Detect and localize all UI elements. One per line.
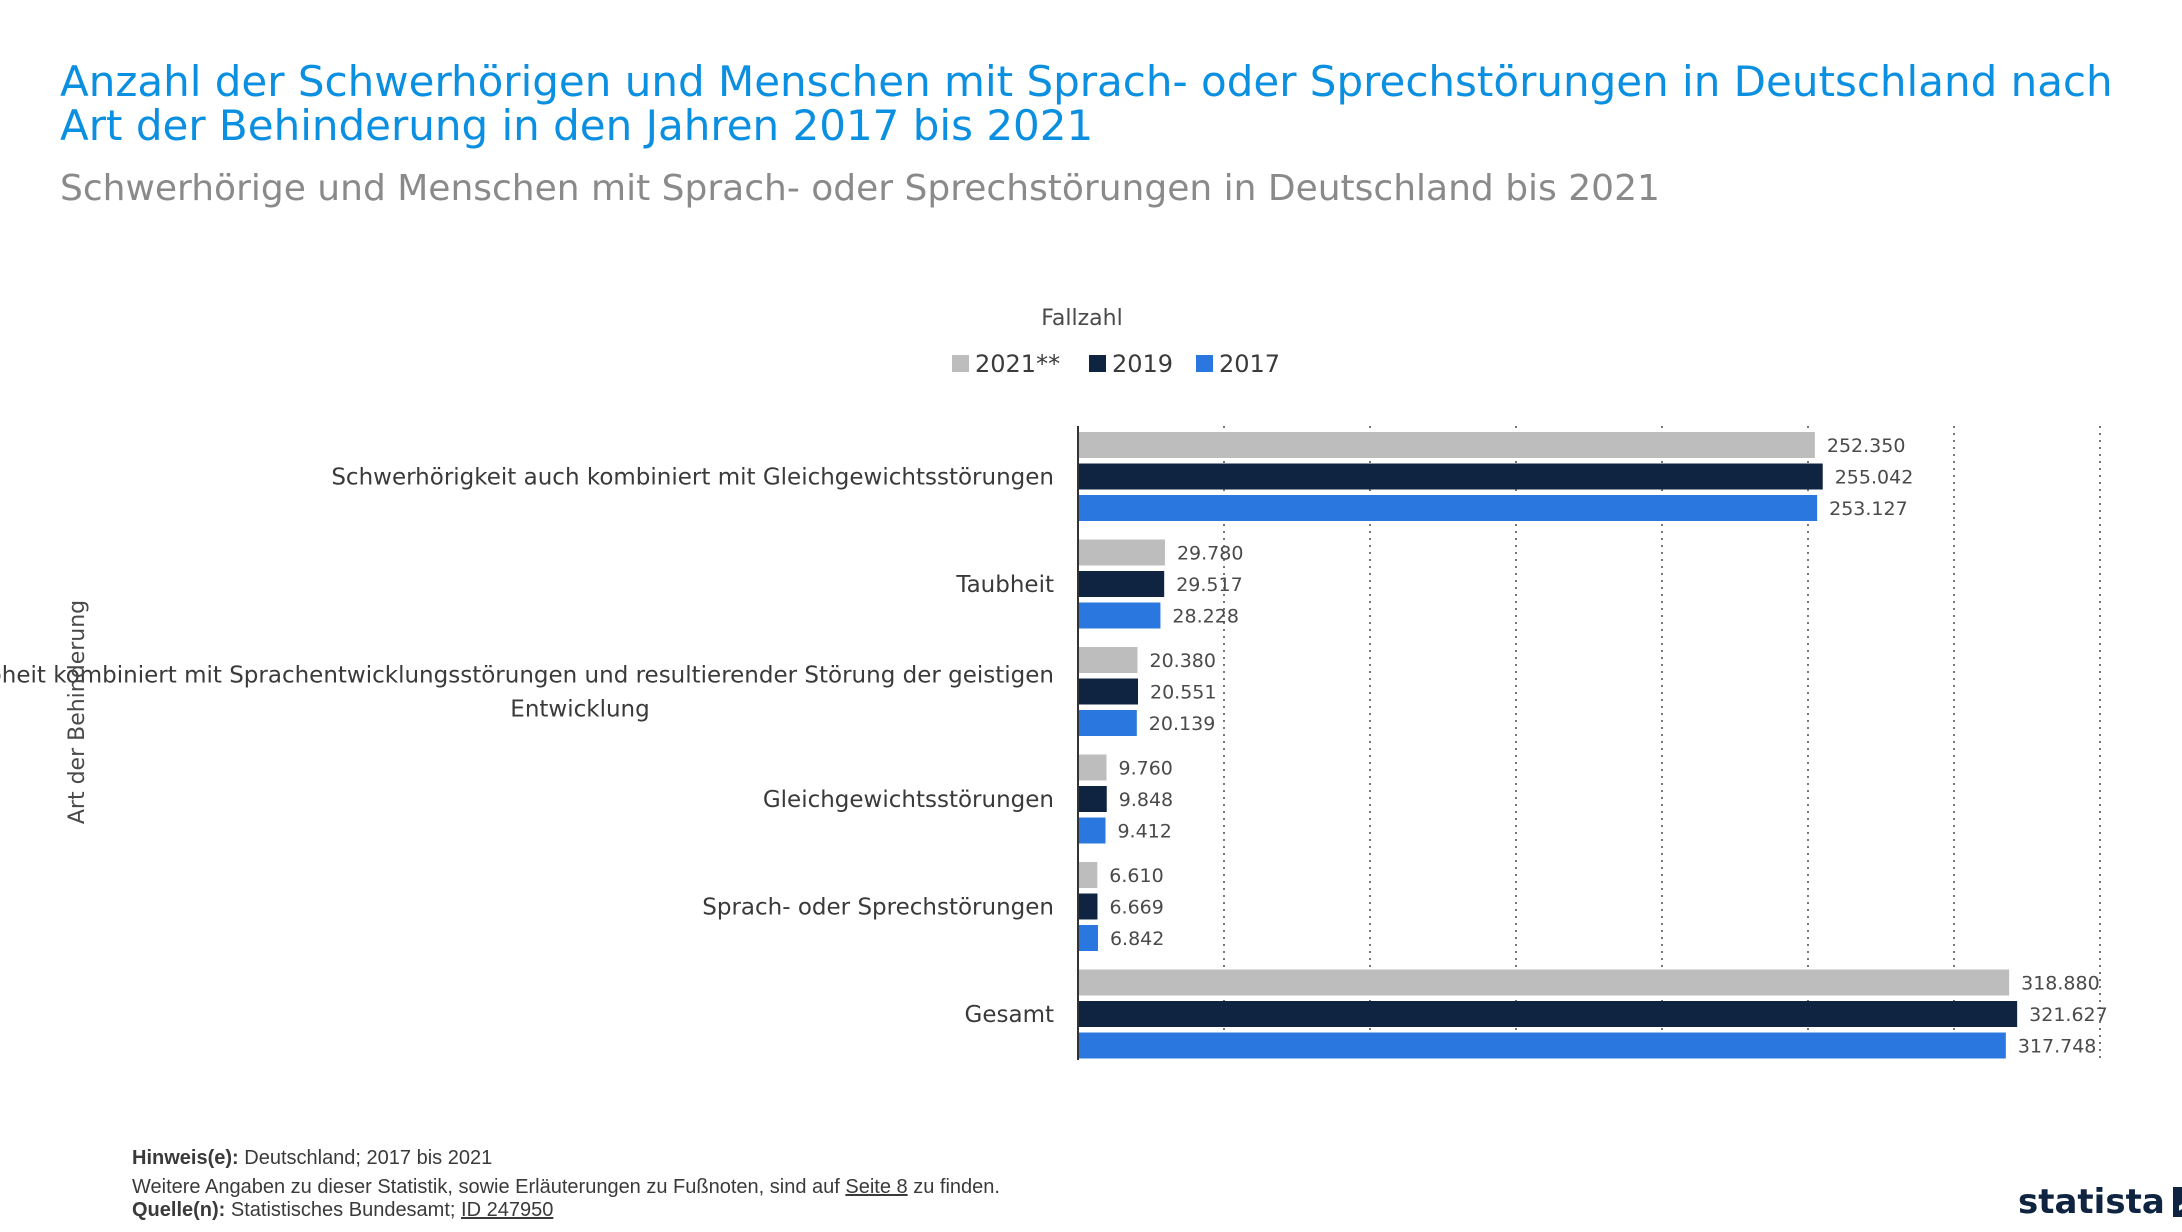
- data-label: 9.848: [1119, 789, 1173, 811]
- category-label: Entwicklung: [510, 697, 649, 723]
- bar-series: [1078, 432, 2018, 1059]
- legend[interactable]: 2021** 2019 2017: [952, 350, 1280, 378]
- note-label: Hinweis(e):: [132, 1147, 239, 1169]
- category-labels: Schwerhörigkeit auch kombiniert mit Glei…: [0, 465, 1054, 1029]
- bar[interactable]: [1078, 678, 1139, 705]
- footer-info: Weitere Angaben zu dieser Statistik, sow…: [132, 1175, 1000, 1199]
- grid-lines: [1223, 426, 2101, 1060]
- statista-logo-icon: [2172, 1187, 2182, 1217]
- data-label: 255.042: [1835, 467, 1914, 489]
- data-label: 20.380: [1150, 650, 1216, 672]
- category-label: Taubheit: [955, 572, 1054, 598]
- info-page-link[interactable]: Seite 8: [845, 1176, 908, 1198]
- bar[interactable]: [1078, 602, 1161, 629]
- bar[interactable]: [1078, 817, 1106, 844]
- bar[interactable]: [1078, 1032, 2006, 1059]
- bar[interactable]: [1078, 786, 1107, 812]
- bar[interactable]: [1078, 432, 1815, 458]
- x-axis-label: Fallzahl: [1041, 306, 1122, 331]
- data-label: 9.412: [1117, 821, 1171, 843]
- chart-title: Anzahl der Schwerhörigen und Menschen mi…: [60, 57, 2113, 150]
- data-label: 9.760: [1118, 758, 1172, 780]
- source-id-link[interactable]: ID 247950: [461, 1199, 554, 1221]
- y-axis-label: Art der Behinderung: [65, 600, 90, 824]
- statista-logo: statista: [2018, 1182, 2182, 1222]
- note-text: Deutschland; 2017 bis 2021: [244, 1147, 493, 1169]
- category-label: Schwerhörigkeit auch kombiniert mit Glei…: [331, 465, 1054, 491]
- category-label: Taubheit kombiniert mit Sprachentwicklun…: [0, 663, 1054, 689]
- legend-label[interactable]: 2017: [1219, 350, 1280, 378]
- data-label: 6.610: [1109, 865, 1163, 887]
- data-label: 318.880: [2021, 973, 2100, 995]
- bar[interactable]: [1078, 925, 1098, 951]
- legend-label[interactable]: 2021**: [975, 350, 1060, 378]
- bar[interactable]: [1078, 710, 1137, 736]
- data-label: 317.748: [2018, 1036, 2097, 1058]
- legend-swatch[interactable]: [1196, 355, 1213, 372]
- footer-note: Hinweis(e): Deutschland; 2017 bis 2021: [132, 1146, 492, 1170]
- data-label: 28.228: [1172, 606, 1238, 628]
- category-label: Sprach- oder Sprechstörungen: [702, 895, 1054, 921]
- data-label: 6.842: [1110, 928, 1164, 950]
- category-label: Gesamt: [965, 1002, 1054, 1028]
- data-label: 29.780: [1177, 543, 1243, 565]
- bar[interactable]: [1078, 754, 1107, 781]
- bar[interactable]: [1078, 862, 1098, 888]
- bar[interactable]: [1078, 893, 1098, 920]
- legend-label[interactable]: 2019: [1112, 350, 1173, 378]
- data-label: 20.551: [1150, 682, 1216, 704]
- bar[interactable]: [1078, 1001, 2018, 1027]
- bar[interactable]: [1078, 969, 2010, 996]
- footer-source: Quelle(n): Statistisches Bundesamt; ID 2…: [132, 1198, 553, 1222]
- bar[interactable]: [1078, 495, 1818, 521]
- data-label: 20.139: [1149, 713, 1215, 735]
- data-label: 253.127: [1829, 498, 1908, 520]
- legend-swatch[interactable]: [952, 355, 969, 372]
- data-label: 6.669: [1109, 897, 1163, 919]
- bar[interactable]: [1078, 463, 1823, 490]
- data-labels: 252.350 255.042 253.127 29.780 29.517 28.228 2…: [1109, 435, 2107, 1058]
- data-label: 321.627: [2029, 1004, 2108, 1026]
- source-label: Quelle(n):: [132, 1199, 226, 1221]
- info-suffix: zu finden.: [913, 1176, 1000, 1198]
- bar[interactable]: [1078, 647, 1138, 673]
- legend-swatch[interactable]: [1089, 355, 1106, 372]
- data-label: 29.517: [1176, 574, 1242, 596]
- bar[interactable]: [1078, 539, 1165, 566]
- data-label: 252.350: [1827, 435, 1906, 457]
- category-label: Gleichgewichtsstörungen: [763, 787, 1054, 813]
- bar[interactable]: [1078, 571, 1165, 597]
- source-text: Statistisches Bundesamt;: [230, 1199, 456, 1221]
- brand-name: statista: [2018, 1182, 2165, 1222]
- chart-subtitle: Schwerhörige und Menschen mit Sprach- od…: [60, 168, 1660, 209]
- info-text: Weitere Angaben zu dieser Statistik, sow…: [132, 1176, 840, 1198]
